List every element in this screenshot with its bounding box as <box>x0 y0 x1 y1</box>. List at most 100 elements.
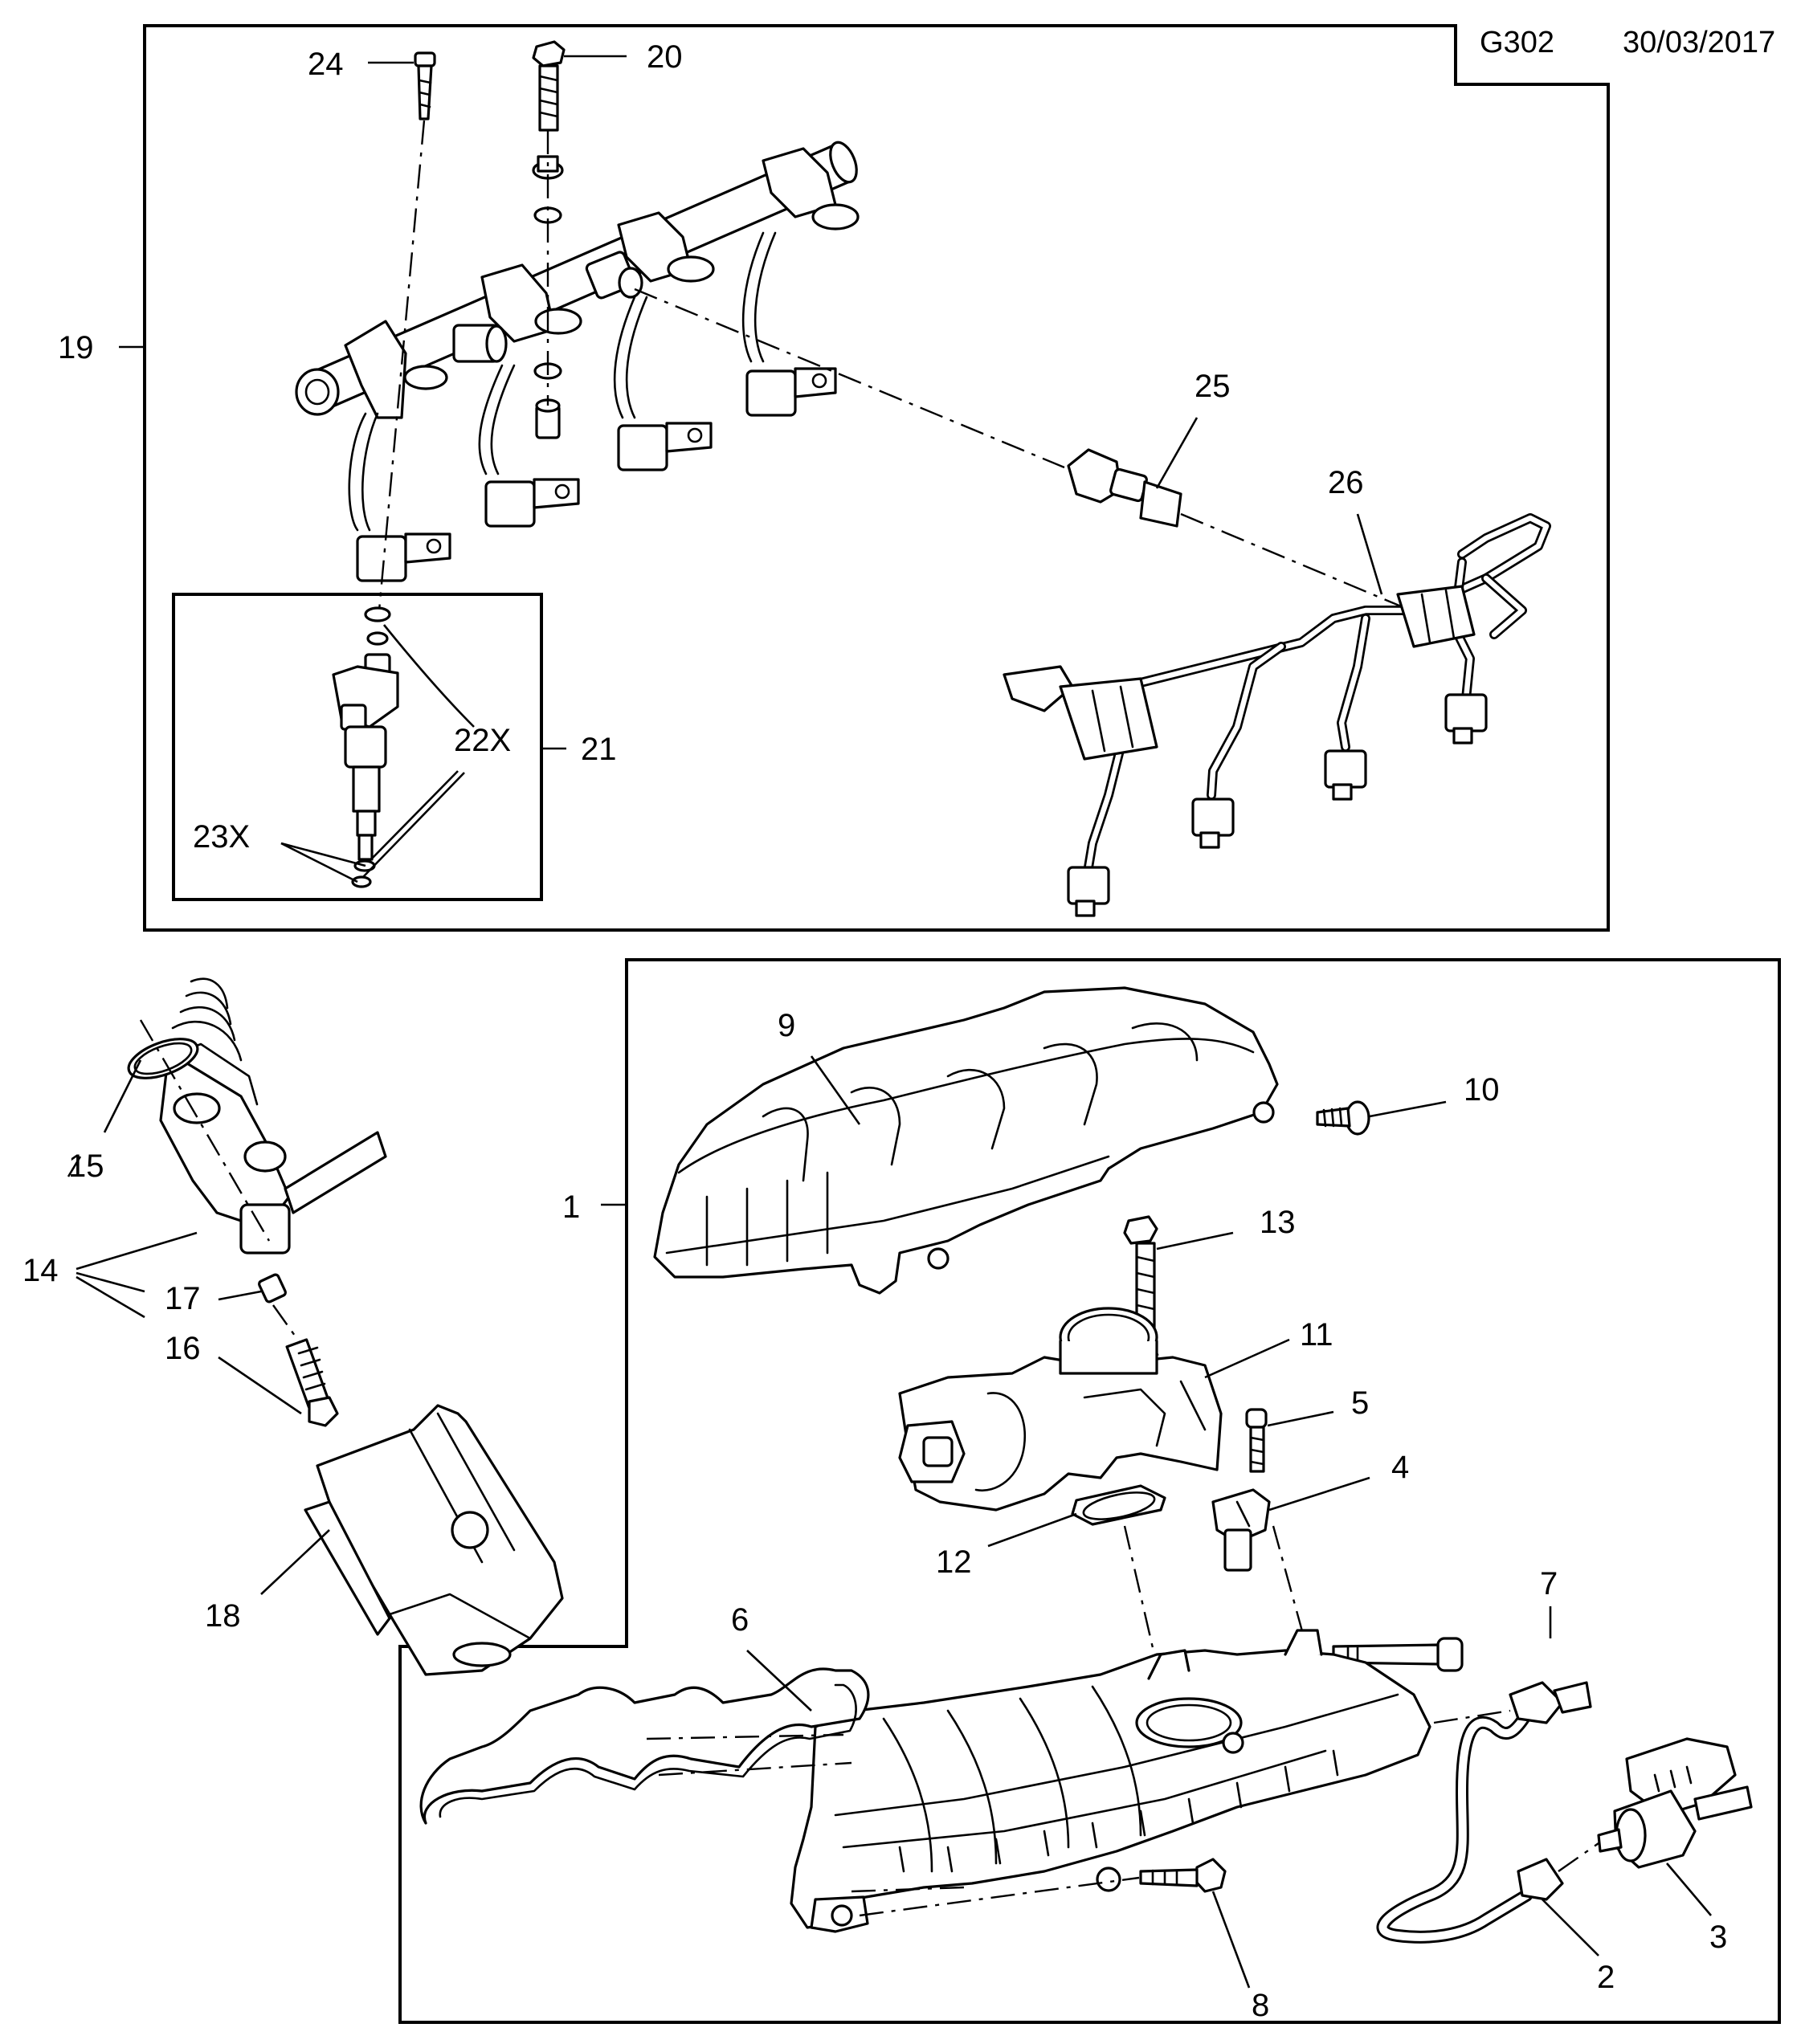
fuel-rail-assembly-frame <box>143 24 1610 932</box>
callout-22x: 22X <box>454 723 511 758</box>
callout-10: 10 <box>1464 1072 1500 1108</box>
fuel-rail <box>295 141 860 582</box>
sensor-25-axis-2 <box>1180 512 1431 620</box>
diagram-date: 30/03/2017 <box>1623 26 1775 59</box>
callout-18: 18 <box>205 1598 241 1634</box>
valve-axis <box>1558 1842 1599 1872</box>
leader-15 <box>103 1059 142 1133</box>
pump-bolt-axis <box>272 1304 300 1342</box>
leader-14a <box>67 1156 82 1177</box>
bolt-13 <box>1123 1215 1158 1333</box>
leader-3 <box>1666 1862 1712 1916</box>
injector-plug-4 <box>1444 693 1488 745</box>
rail-bolt-20 <box>532 40 566 439</box>
leader-18 <box>260 1529 330 1595</box>
screw-10 <box>1316 1100 1370 1136</box>
injector-plug-1 <box>1067 866 1110 917</box>
leader-26 <box>1356 513 1383 595</box>
injector-plug-3 <box>1324 749 1367 801</box>
intake-manifold-assembly-frame <box>398 958 1781 2024</box>
purge-valve-3 <box>1597 1737 1753 1869</box>
bolt-5 <box>1245 1408 1268 1473</box>
leader-10 <box>1369 1100 1447 1118</box>
pump-bolt-16 <box>285 1338 339 1427</box>
callout-5: 5 <box>1351 1385 1369 1421</box>
leader-14b <box>76 1231 198 1271</box>
high-pressure-pump <box>159 977 387 1255</box>
leader-12 <box>987 1512 1077 1548</box>
manifold-gasket-6 <box>419 1667 870 1825</box>
leader-14c <box>76 1271 145 1293</box>
injector-cup-3 <box>617 422 713 471</box>
callout-7: 7 <box>1540 1566 1558 1601</box>
injector-cup-1 <box>356 532 451 582</box>
leader-11 <box>1204 1338 1290 1379</box>
leader-17 <box>218 1290 262 1301</box>
callout-6: 6 <box>731 1602 749 1638</box>
callout-3: 3 <box>1709 1920 1727 1955</box>
rail-front-fitting <box>452 324 508 363</box>
callout-9: 9 <box>778 1008 795 1043</box>
callout-15: 15 <box>68 1148 104 1184</box>
harness-connector-26 <box>1396 585 1476 648</box>
injector-cup-2 <box>484 478 580 528</box>
callout-16: 16 <box>165 1331 201 1366</box>
callout-19: 19 <box>58 330 94 365</box>
leader-23x-a <box>280 842 366 867</box>
callout-23x: 23X <box>193 819 250 855</box>
callout-2: 2 <box>1597 1960 1615 1995</box>
injector-plug-2 <box>1191 798 1235 849</box>
callout-13: 13 <box>1260 1205 1296 1240</box>
callout-1: 1 <box>562 1189 580 1225</box>
gasket-axis-1 <box>658 1761 852 1777</box>
leader-5 <box>1267 1410 1334 1427</box>
callout-20: 20 <box>647 39 683 75</box>
intake-manifold <box>790 1629 1431 1933</box>
callout-8: 8 <box>1252 1988 1269 2023</box>
bolt-8-axis <box>859 1876 1140 1917</box>
purge-hose-2 <box>1376 1681 1592 1944</box>
harness-main-connector <box>1003 665 1158 761</box>
callout-21: 21 <box>581 732 617 767</box>
leader-2 <box>1542 1899 1599 1956</box>
gasket-axis-2 <box>646 1733 844 1740</box>
leader-25 <box>1155 417 1199 489</box>
callout-26: 26 <box>1328 465 1364 500</box>
callout-14: 14 <box>22 1253 59 1288</box>
leader-22x <box>382 624 475 728</box>
bolt-24-axis <box>378 120 426 611</box>
diagram-code: G302 <box>1480 26 1554 59</box>
sensor-25-axis <box>634 288 1065 469</box>
callout-11: 11 <box>1300 1317 1333 1352</box>
leader-16 <box>218 1356 302 1415</box>
rail-bracket-3 <box>617 211 715 283</box>
injector-kit-frame <box>172 593 543 901</box>
leader-23x-c <box>369 770 459 862</box>
bolt-8-axis-2 <box>851 1886 965 1893</box>
callout-17: 17 <box>165 1281 201 1316</box>
callout-12: 12 <box>936 1544 972 1580</box>
leader-6 <box>746 1650 812 1711</box>
manifold-sensor-4 <box>1211 1488 1271 1572</box>
injector-cup-4 <box>745 367 837 417</box>
callout-25: 25 <box>1195 369 1231 404</box>
leader-13 <box>1156 1231 1234 1250</box>
rail-sensor-port <box>585 251 643 300</box>
throttle-gasket-12 <box>1071 1484 1166 1526</box>
callout-24: 24 <box>308 47 344 82</box>
rail-bracket-1 <box>344 320 448 419</box>
pump-cover-18 <box>304 1404 564 1676</box>
leader-23x-b <box>280 842 358 883</box>
bolt-8 <box>1139 1858 1227 1893</box>
pressure-sensor-25 <box>1067 448 1182 528</box>
leader-14d <box>76 1275 145 1319</box>
hose-axis <box>1433 1709 1511 1724</box>
leader-9 <box>810 1055 861 1125</box>
manifold-cover-9 <box>653 986 1279 1295</box>
leader-4 <box>1268 1476 1370 1512</box>
throttle-body-11 <box>898 1307 1223 1512</box>
fuel-injector <box>332 606 399 888</box>
leader-8 <box>1211 1891 1251 1989</box>
bolt-24 <box>414 51 436 120</box>
